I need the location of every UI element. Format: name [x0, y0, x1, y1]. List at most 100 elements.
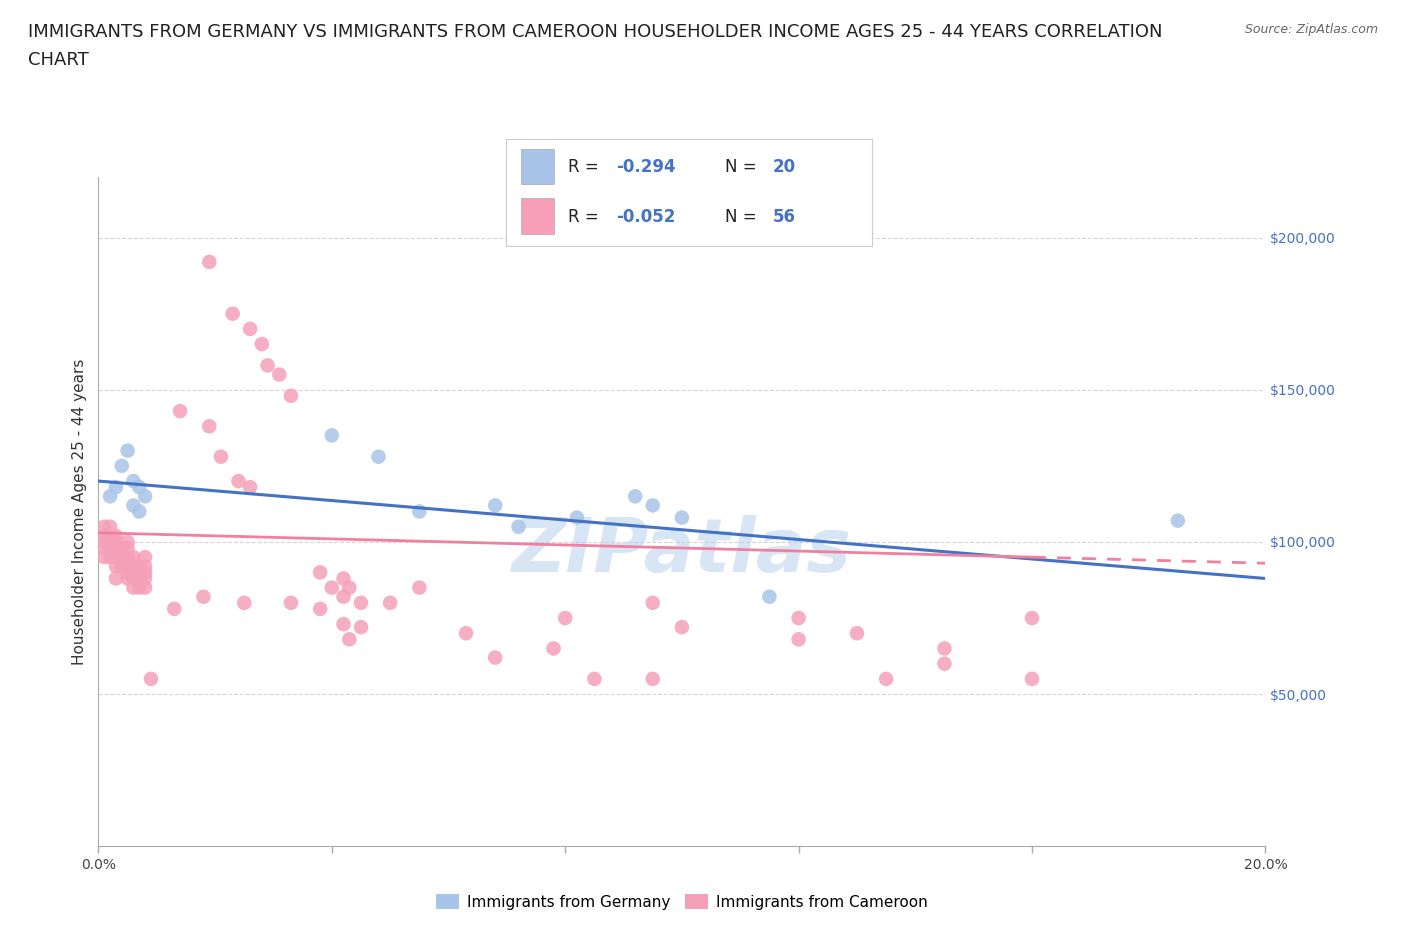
Point: [309, 565, 332, 579]
Point: [875, 671, 897, 686]
Point: [93, 519, 115, 534]
Point: [111, 550, 134, 565]
Text: N =: N =: [725, 207, 762, 225]
Point: [198, 255, 221, 270]
Point: [139, 671, 162, 686]
Point: [1021, 671, 1043, 686]
Point: [350, 619, 373, 634]
Point: [104, 528, 127, 543]
Point: [163, 602, 186, 617]
Point: [134, 489, 156, 504]
Point: [484, 650, 506, 665]
Point: [117, 535, 139, 550]
FancyBboxPatch shape: [520, 198, 554, 233]
Point: [122, 559, 145, 574]
Point: [111, 458, 134, 473]
Point: [117, 550, 139, 565]
Point: [845, 626, 868, 641]
Point: [239, 322, 262, 337]
Point: [641, 671, 664, 686]
Point: [543, 641, 565, 656]
Point: [117, 565, 139, 579]
Point: [98, 489, 121, 504]
Point: [128, 571, 150, 586]
Point: [1021, 611, 1043, 626]
Text: -0.052: -0.052: [616, 207, 675, 225]
Point: [454, 626, 477, 641]
Point: [280, 389, 302, 404]
Text: N =: N =: [725, 158, 762, 177]
Text: 56: 56: [773, 207, 796, 225]
Point: [408, 580, 430, 595]
FancyBboxPatch shape: [520, 149, 554, 184]
Point: [93, 540, 115, 555]
Point: [934, 641, 956, 656]
Point: [93, 528, 115, 543]
Point: [787, 631, 810, 646]
Text: CHART: CHART: [28, 51, 89, 69]
Point: [134, 571, 156, 586]
Point: [93, 535, 115, 550]
Point: [256, 358, 278, 373]
Point: [128, 580, 150, 595]
Point: [934, 657, 956, 671]
Point: [98, 550, 121, 565]
Point: [98, 540, 121, 555]
Point: [583, 671, 606, 686]
Point: [93, 550, 115, 565]
Point: [250, 337, 273, 352]
Point: [128, 504, 150, 519]
Point: [671, 619, 693, 634]
Point: [117, 559, 139, 574]
Point: [117, 444, 139, 458]
Point: [508, 519, 530, 534]
Point: [104, 550, 127, 565]
Point: [117, 540, 139, 555]
Point: [104, 480, 127, 495]
Text: 20: 20: [773, 158, 796, 177]
Point: [671, 511, 693, 525]
Point: [128, 559, 150, 574]
Point: [484, 498, 506, 512]
Point: [641, 595, 664, 610]
Point: [134, 580, 156, 595]
Point: [169, 404, 191, 418]
Point: [332, 617, 354, 631]
Point: [221, 306, 243, 321]
Point: [337, 631, 360, 646]
Point: [367, 449, 389, 464]
Point: [98, 540, 121, 555]
Point: [111, 559, 134, 574]
Point: [117, 571, 139, 586]
Text: -0.294: -0.294: [616, 158, 675, 177]
Point: [104, 559, 127, 574]
Point: [98, 535, 121, 550]
Point: [111, 540, 134, 555]
Text: R =: R =: [568, 158, 605, 177]
Point: [378, 595, 402, 610]
Point: [321, 580, 343, 595]
Point: [228, 473, 250, 488]
Point: [209, 449, 232, 464]
Point: [193, 590, 215, 604]
Legend: Immigrants from Germany, Immigrants from Cameroon: Immigrants from Germany, Immigrants from…: [430, 887, 934, 916]
Point: [758, 590, 780, 604]
Point: [98, 519, 121, 534]
Point: [122, 580, 145, 595]
Point: [134, 565, 156, 579]
Point: [269, 367, 291, 382]
Point: [787, 611, 810, 626]
Point: [104, 540, 127, 555]
Point: [332, 571, 354, 586]
Point: [1167, 513, 1189, 528]
Point: [554, 611, 576, 626]
Point: [624, 489, 647, 504]
Text: IMMIGRANTS FROM GERMANY VS IMMIGRANTS FROM CAMEROON HOUSEHOLDER INCOME AGES 25 -: IMMIGRANTS FROM GERMANY VS IMMIGRANTS FR…: [28, 23, 1163, 41]
Point: [332, 590, 354, 604]
Point: [128, 480, 150, 495]
Point: [641, 498, 664, 512]
Point: [104, 535, 127, 550]
Point: [198, 418, 221, 433]
Point: [309, 602, 332, 617]
Point: [98, 535, 121, 550]
